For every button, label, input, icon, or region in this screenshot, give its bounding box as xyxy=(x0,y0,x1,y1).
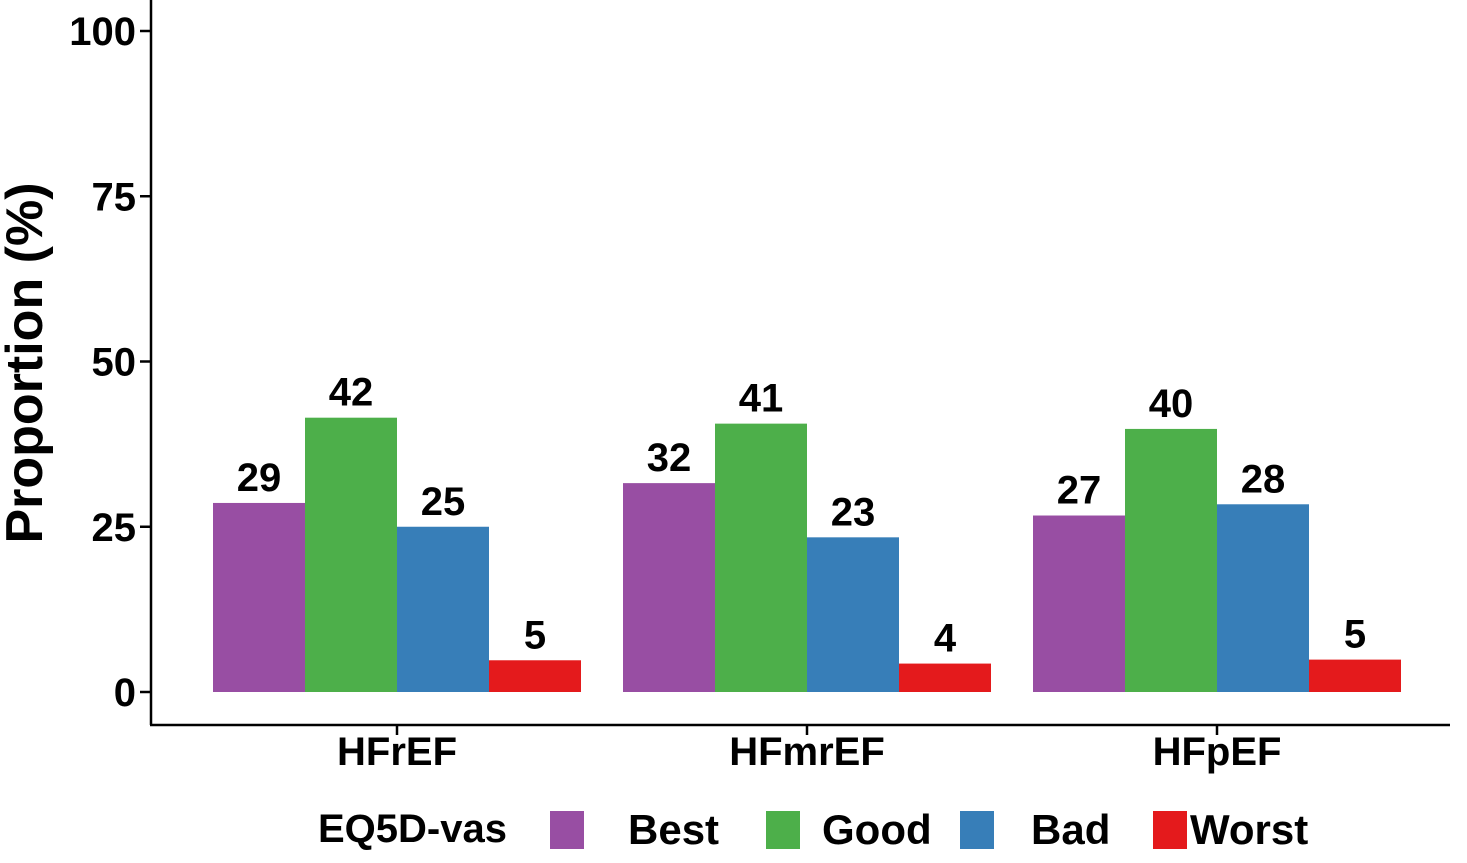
bar-value-label: 42 xyxy=(329,371,374,415)
bar-best-hfmref xyxy=(623,483,715,692)
legend-label-best: Best xyxy=(628,806,719,853)
legend-title: EQ5D-vas xyxy=(318,807,507,851)
bar-good-hfmref xyxy=(715,423,807,692)
legend: EQ5D-vas Best Good Bad Worst xyxy=(318,806,1308,853)
bar-value-label: 23 xyxy=(831,490,876,534)
bar-value-label: 41 xyxy=(739,377,784,421)
x-tick-label: HFrEF xyxy=(337,730,457,774)
bar-bad-hfref xyxy=(397,526,489,692)
legend-key-best xyxy=(550,811,584,849)
x-tick-label: HFpEF xyxy=(1153,730,1282,774)
bar-value-label: 4 xyxy=(934,617,957,661)
legend-key-good xyxy=(766,811,800,849)
y-axis-ticks: 0 25 50 75 100 xyxy=(69,10,151,715)
y-tick-label: 25 xyxy=(92,506,137,550)
y-axis-label: Proportion (%) xyxy=(0,182,54,543)
legend-key-worst xyxy=(1153,811,1187,849)
y-tick-label: 0 xyxy=(114,671,136,715)
bar-bad-hfpef xyxy=(1217,504,1309,692)
x-axis-ticks: HFrEF HFmrEF HFpEF xyxy=(337,725,1281,774)
legend-label-worst: Worst xyxy=(1190,806,1308,853)
bar-good-hfpef xyxy=(1125,428,1217,692)
bar-value-label: 5 xyxy=(524,613,546,657)
bar-value-labels: 29 42 25 5 32 41 23 4 27 40 28 5 xyxy=(237,371,1366,661)
y-tick-label: 50 xyxy=(92,341,137,385)
legend-label-good: Good xyxy=(822,806,932,853)
bar-worst-hfmref xyxy=(899,663,991,692)
bar-best-hfref xyxy=(213,502,305,692)
bar-worst-hfpef xyxy=(1309,659,1401,692)
bar-bad-hfmref xyxy=(807,537,899,692)
bar-good-hfref xyxy=(305,417,397,692)
bar-value-label: 27 xyxy=(1057,469,1102,513)
bar-best-hfpef xyxy=(1033,515,1125,692)
bar-value-label: 40 xyxy=(1149,382,1194,426)
bar-value-label: 25 xyxy=(421,480,466,524)
y-tick-label: 100 xyxy=(69,10,136,54)
bar-value-label: 32 xyxy=(647,436,692,480)
legend-label-bad: Bad xyxy=(1031,806,1110,853)
bar-worst-hfref xyxy=(489,660,581,692)
bar-value-label: 29 xyxy=(237,456,282,500)
y-tick-label: 75 xyxy=(92,175,137,219)
bars xyxy=(213,417,1401,692)
bar-value-label: 5 xyxy=(1344,613,1366,657)
bar-value-label: 28 xyxy=(1241,457,1286,501)
x-tick-label: HFmrEF xyxy=(729,730,885,774)
legend-key-bad xyxy=(960,811,994,849)
